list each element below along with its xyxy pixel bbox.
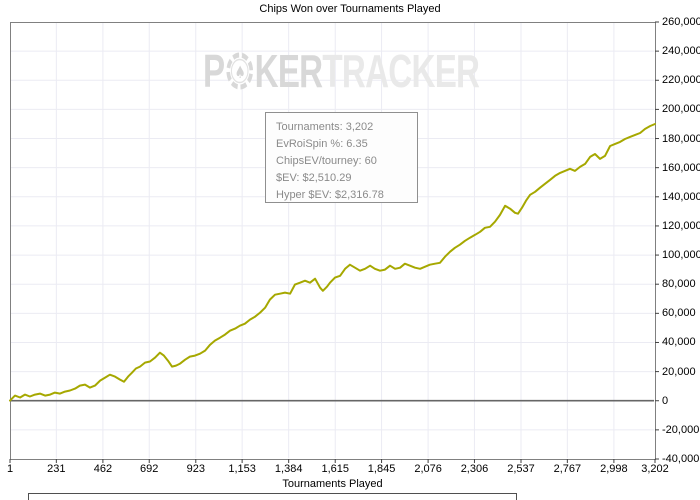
watermark-text-tracker: TRACKER xyxy=(322,45,480,97)
x-tick-label: 1 xyxy=(6,463,14,475)
y-tick-label: 260,000 xyxy=(662,16,700,28)
y-tick-label: 240,000 xyxy=(662,45,700,58)
x-tick-label: 2,306 xyxy=(460,463,489,475)
poker-chip-spade-icon: ♠ xyxy=(226,52,253,90)
x-tick-label: 1,845 xyxy=(367,463,396,475)
y-tick-label: 120,000 xyxy=(662,219,700,232)
x-tick-label: 2,537 xyxy=(507,463,535,475)
svg-text:♠: ♠ xyxy=(234,63,244,83)
y-tick-label: 220,000 xyxy=(662,74,700,87)
tooltip-evroispin: EvRoiSpin %: 6.35 xyxy=(276,138,368,150)
y-tick-label: 100,000 xyxy=(662,249,700,262)
y-tick-label: 180,000 xyxy=(662,132,700,145)
y-tick-label: 140,000 xyxy=(662,190,700,203)
x-tick-label: 2,998 xyxy=(600,463,628,475)
y-tick-label: -20,000 xyxy=(662,423,700,436)
x-tick-label: 1,615 xyxy=(321,463,349,475)
tooltip-chipsev: ChipsEV/tourney: 60 xyxy=(276,155,377,167)
x-axis-label: Tournaments Played xyxy=(282,478,383,490)
x-tick-label: 2,076 xyxy=(414,463,442,475)
stats-tooltip: Tournaments: 3,202 EvRoiSpin %: 6.35 Chi… xyxy=(265,112,418,203)
y-tick-label: 160,000 xyxy=(662,161,700,174)
tooltip-ev: $EV: $2,510.29 xyxy=(276,172,352,184)
pokertracker-watermark: P ♠ KER TRACKER xyxy=(203,44,480,98)
x-tick-label: 1,153 xyxy=(228,463,256,475)
watermark-text-p: P xyxy=(203,45,225,97)
y-tick-label: 20,000 xyxy=(662,365,696,378)
x-tick-label: 692 xyxy=(140,463,159,475)
y-tick-label: -40,000 xyxy=(662,453,700,465)
x-tick-label: 462 xyxy=(93,463,113,475)
x-tick-label: 1,384 xyxy=(274,463,303,475)
y-tick-label: 60,000 xyxy=(662,307,696,320)
x-tick-label: 3,202 xyxy=(641,463,669,475)
y-tick-label: 80,000 xyxy=(662,278,696,291)
tooltip-tournaments: Tournaments: 3,202 xyxy=(276,121,374,133)
x-tick-label: 2,767 xyxy=(553,463,582,475)
tooltip-hyper-ev: Hyper $EV: $2,316.78 xyxy=(276,189,384,201)
y-tick-label: 0 xyxy=(662,394,669,407)
x-tick-label: 231 xyxy=(47,463,66,475)
watermark-text-ker: KER xyxy=(254,45,323,97)
y-tick-label: 200,000 xyxy=(662,103,700,116)
x-tick-label: 923 xyxy=(186,463,205,475)
y-tick-label: 40,000 xyxy=(662,336,696,349)
legend-box-partial xyxy=(28,493,517,500)
chart-title: Chips Won over Tournaments Played xyxy=(259,3,441,15)
